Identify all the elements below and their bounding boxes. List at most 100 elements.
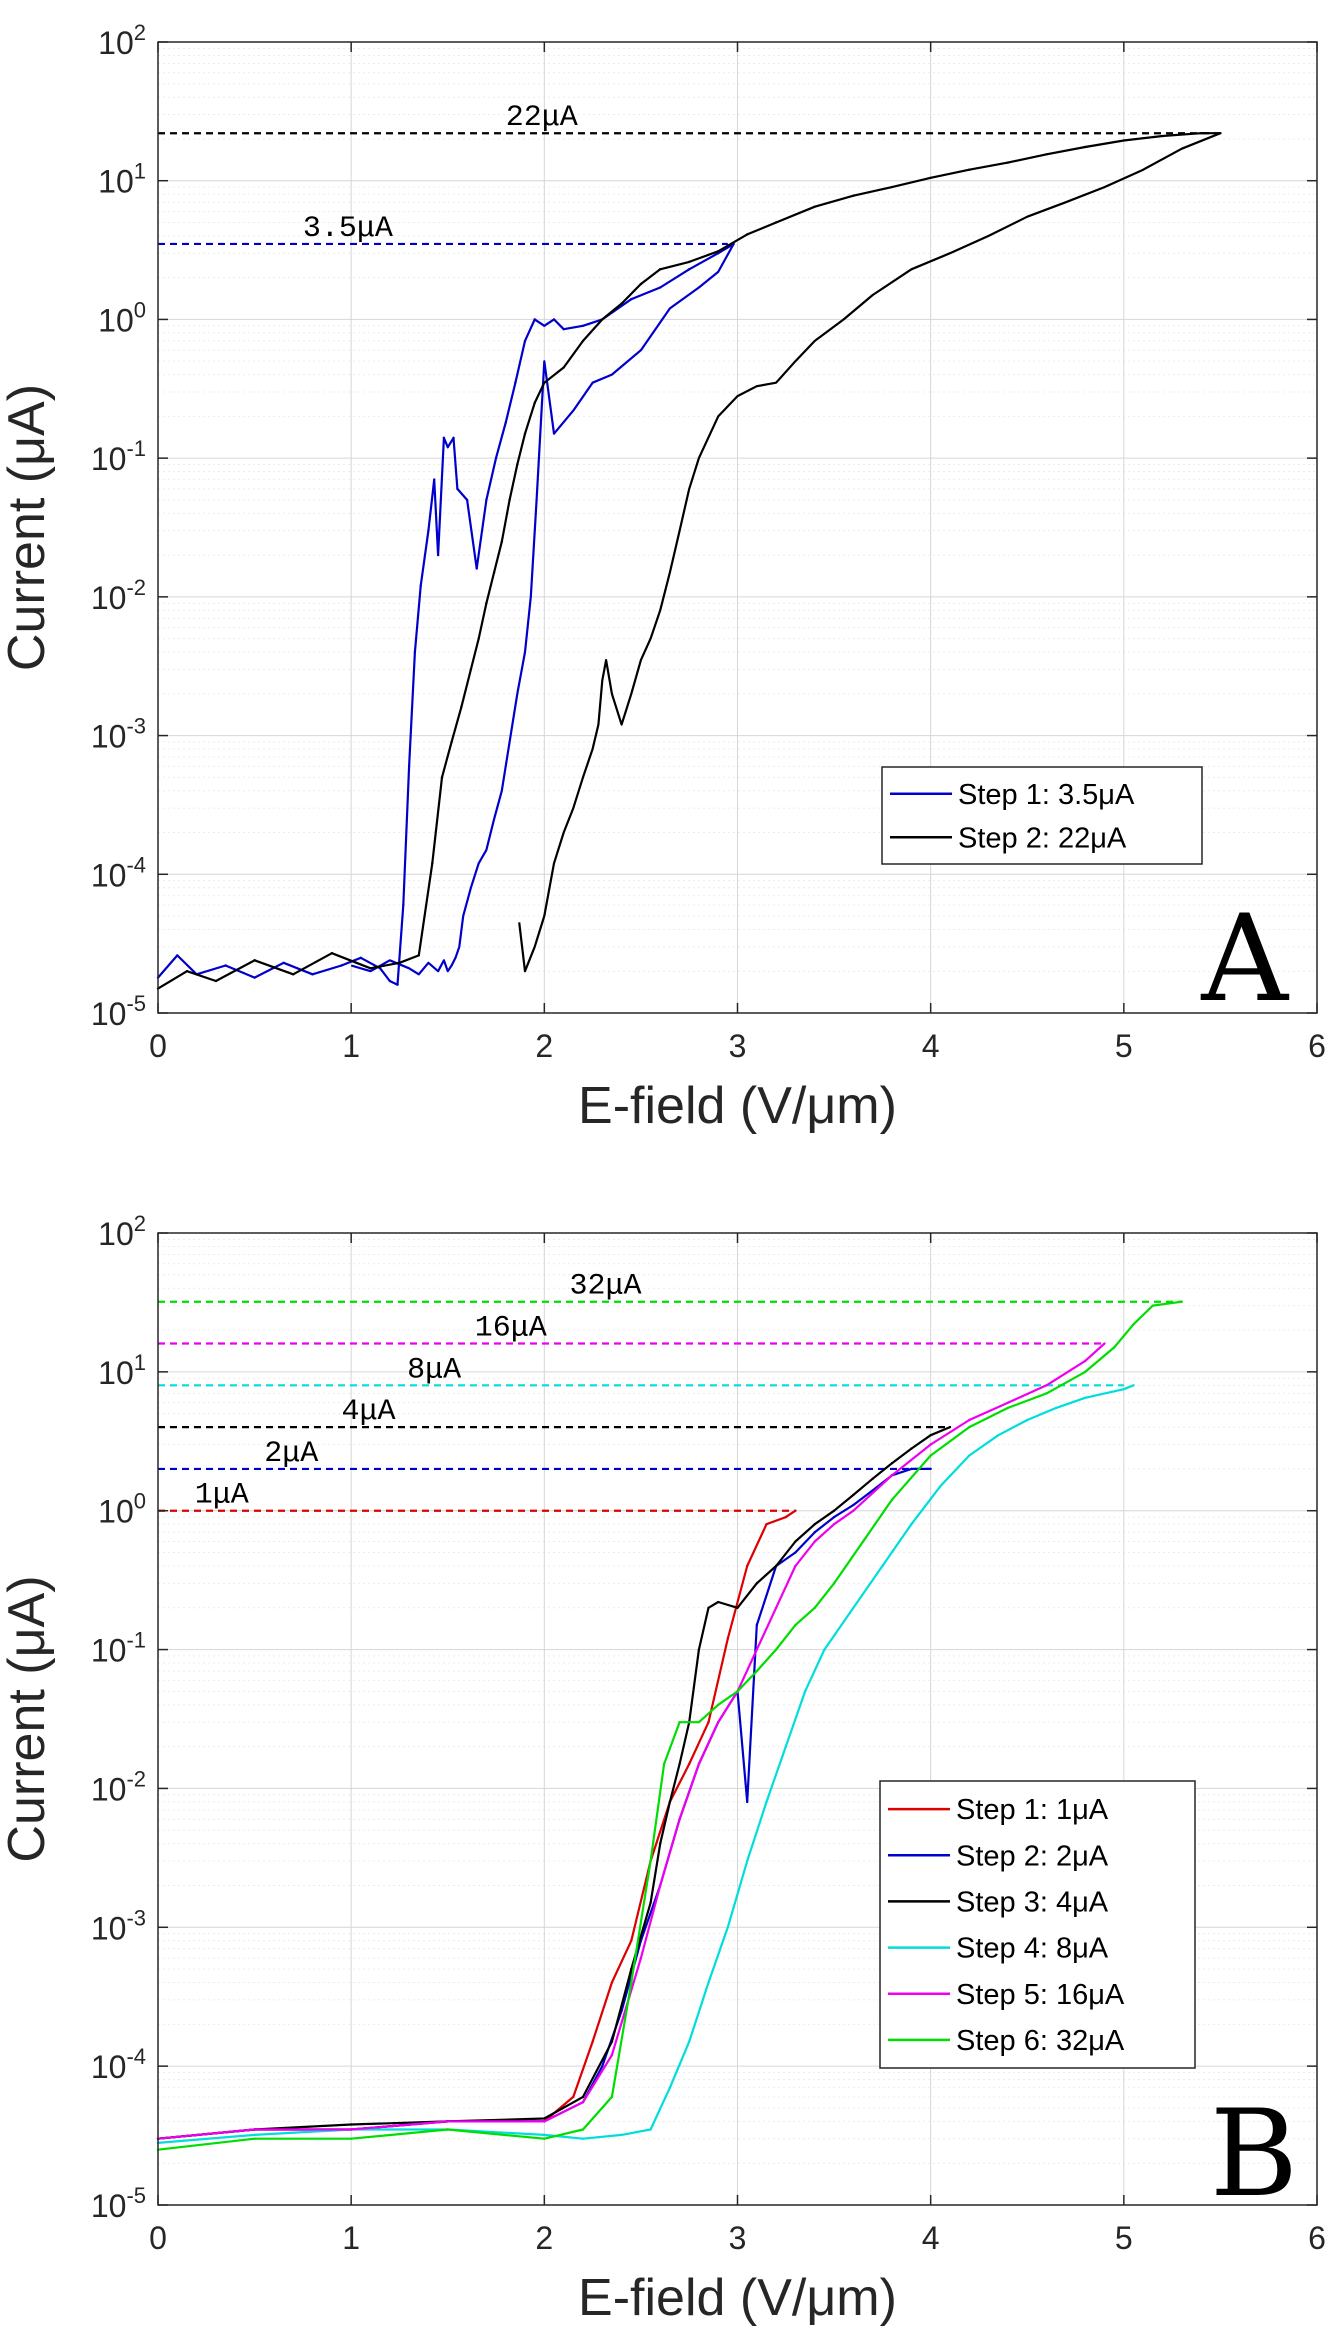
data-point [832,1515,836,1519]
data-point [662,1762,666,1766]
data-point [630,1939,633,1942]
data-point [523,432,527,435]
data-point [736,1690,739,1693]
data-point [832,1522,836,1526]
data-point [1122,139,1126,142]
data-point [736,1606,739,1609]
data-point [407,765,411,768]
data-point [620,302,623,305]
y-tick-base: 10 [98,1216,134,1252]
data-point [581,2128,585,2131]
data-point [610,2053,614,2057]
legend-entry: Step 2: 22μA [958,822,1127,854]
y-tick-label: 100 [98,1489,146,1530]
data-point [446,445,449,449]
data-point [929,1454,932,1457]
data-point [688,2040,691,2043]
data-point [492,571,496,574]
data-point [745,1859,749,1863]
data-point [349,2128,353,2131]
data-point [282,961,285,965]
x-axis-label: E-field (V/μm) [578,2269,897,2327]
y-tick-exponent: -1 [126,1628,146,1653]
data-point [433,478,436,481]
y-tick-label: 10-4 [91,2044,146,2085]
data-point [601,318,604,321]
data-point [581,339,585,343]
series-line [157,1426,951,2140]
grid [157,41,1318,1014]
data-point [755,1623,759,1627]
data-point [253,959,256,962]
data-point [668,1800,672,1804]
data-point [1084,1396,1087,1400]
data-point [591,2040,594,2043]
data-point [852,1509,855,1512]
data-point [707,1981,710,1984]
data-point [253,2133,256,2137]
y-tick-exponent: 1 [134,159,146,184]
data-point [477,637,480,640]
data-point [929,176,932,179]
y-tick-exponent: 0 [134,1489,146,1514]
data-point [543,2117,546,2120]
y-tick-label: 102 [98,1211,146,1252]
data-point [581,324,585,327]
data-point [452,436,455,440]
data-point [794,1551,797,1554]
data-point [402,903,405,907]
data-point [968,168,971,171]
y-tick-label: 101 [98,1350,146,1391]
data-point [649,2128,652,2131]
data-point [659,1842,662,1845]
data-point [745,1564,749,1568]
data-point [871,1477,874,1480]
y-tick-base: 10 [98,1494,134,1530]
data-point [794,1623,797,1627]
data-point [688,260,691,264]
data-point [794,1509,797,1512]
data-point [398,961,401,965]
x-tick-label: 6 [1308,1028,1326,1064]
data-point [572,2095,575,2099]
data-point [369,967,372,970]
data-point [543,2137,546,2140]
data-point [890,1461,894,1465]
y-axis-label: Current (μA) [0,384,56,671]
data-point [678,1720,681,1724]
data-point [562,366,565,369]
data-point [630,1981,633,1984]
x-tick-label: 3 [729,2220,747,2256]
y-tick-base: 10 [91,580,127,616]
data-point [745,1800,749,1804]
y-axis-label: Current (μA) [0,1575,56,1862]
data-point [774,1648,778,1651]
y-tick-label: 10-1 [91,436,146,477]
data-point [765,1800,768,1804]
data-point [813,205,816,208]
data-point [1112,1346,1116,1349]
data-point [460,706,463,709]
reference-label: 22μA [506,101,578,135]
data-point [784,1515,787,1519]
y-tick-label: 10-2 [91,575,146,616]
y-tick-exponent: -3 [126,714,146,739]
y-tick-base: 10 [91,719,127,755]
y-tick-label: 102 [98,20,146,61]
data-point [504,421,507,424]
data-point [649,1901,652,1905]
data-point [707,1606,710,1609]
y-tick-exponent: -2 [126,1766,146,1791]
y-tick-exponent: -4 [126,2044,146,2069]
data-point [176,954,179,957]
y-tick-exponent: -3 [126,1905,146,1930]
data-point [1199,132,1203,135]
y-tick-base: 10 [91,1910,127,1946]
data-point [688,268,691,271]
data-point [214,979,218,983]
y-tick-label: 10-3 [91,1905,146,1946]
series-return-line [350,243,735,976]
data-point [755,1669,759,1673]
data-point [1084,1359,1087,1363]
